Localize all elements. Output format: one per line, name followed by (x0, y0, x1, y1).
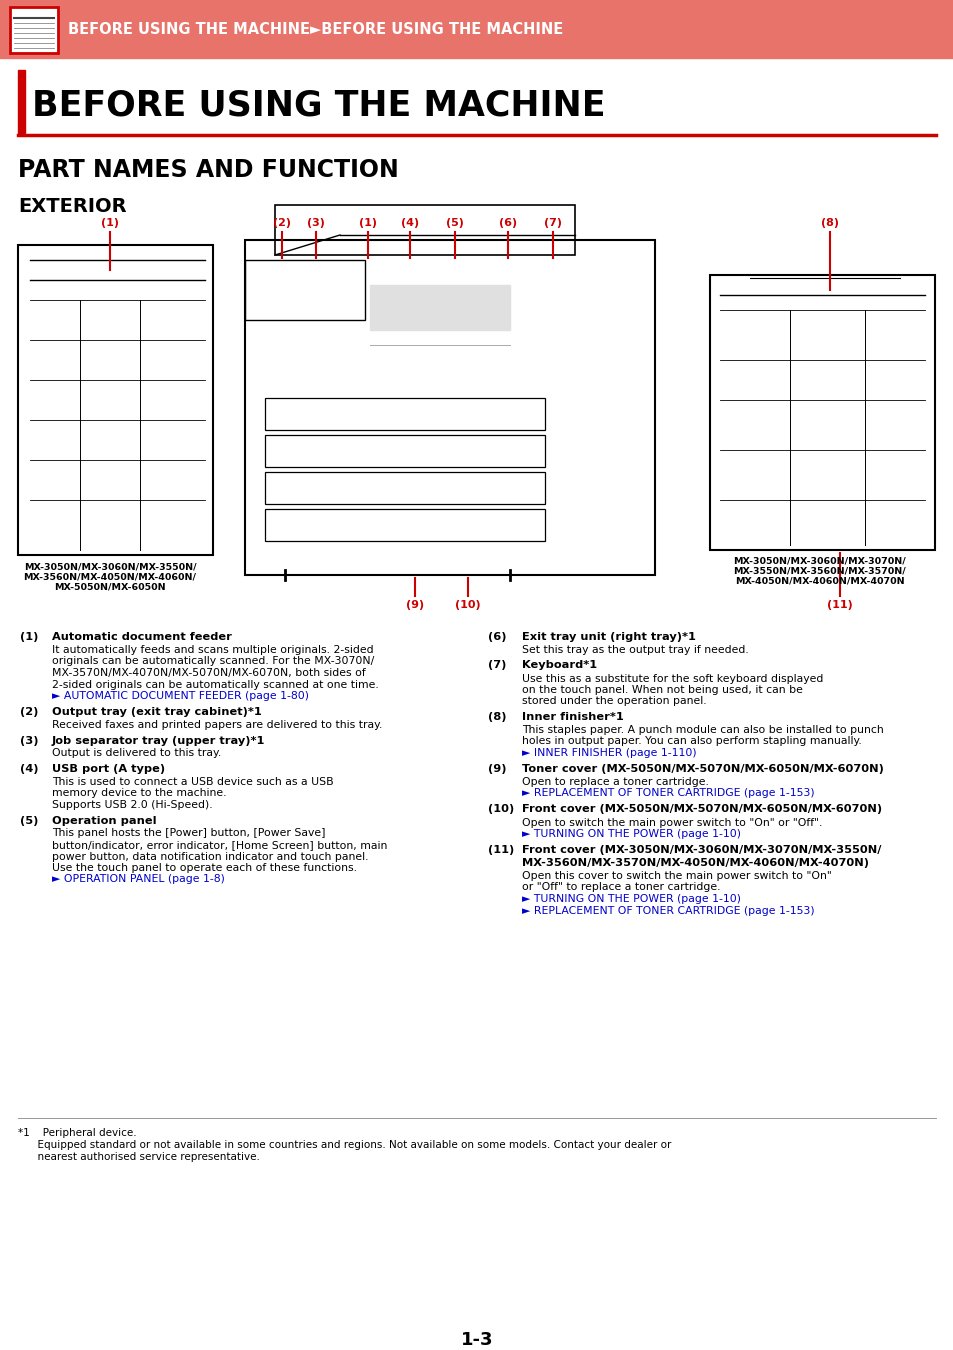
Text: (2): (2) (273, 217, 291, 228)
Text: (10): (10) (455, 599, 480, 610)
Text: (11): (11) (826, 599, 852, 610)
Bar (709, 275, 934, 549)
Bar (0, 0, 953, 58)
Text: Output is delivered to this tray.: Output is delivered to this tray. (52, 748, 221, 759)
Text: Use this as a substitute for the soft keyboard displayed: Use this as a substitute for the soft ke… (521, 674, 822, 683)
Text: PART NAMES AND FUNCTION: PART NAMES AND FUNCTION (18, 158, 398, 182)
Text: Automatic document feeder: Automatic document feeder (52, 632, 232, 643)
Text: MX-3050N/MX-3060N/MX-3070N/
MX-3550N/MX-3560N/MX-3570N/
MX-4050N/MX-4060N/MX-407: MX-3050N/MX-3060N/MX-3070N/ MX-3550N/MX-… (733, 556, 905, 586)
Text: (9): (9) (488, 764, 506, 774)
Text: button/indicator, error indicator, [Home Screen] button, main: button/indicator, error indicator, [Home… (52, 840, 387, 850)
Text: Open to replace a toner cartridge.: Open to replace a toner cartridge. (521, 778, 708, 787)
Text: Exit tray unit (right tray)*1: Exit tray unit (right tray)*1 (521, 632, 695, 643)
Text: *1    Peripheral device.: *1 Peripheral device. (18, 1129, 136, 1138)
Text: This panel hosts the [Power] button, [Power Save]: This panel hosts the [Power] button, [Po… (52, 829, 325, 838)
Bar (265, 398, 544, 431)
Text: (6): (6) (488, 632, 506, 643)
Text: stored under the operation panel.: stored under the operation panel. (521, 697, 706, 706)
Text: It automatically feeds and scans multiple originals. 2-sided: It automatically feeds and scans multipl… (52, 645, 374, 655)
Text: (3): (3) (307, 217, 325, 228)
Text: ► TURNING ON THE POWER (page 1-10): ► TURNING ON THE POWER (page 1-10) (521, 894, 740, 904)
Text: originals can be automatically scanned. For the MX-3070N/: originals can be automatically scanned. … (52, 656, 374, 667)
Text: (8): (8) (488, 711, 506, 722)
Text: power button, data notification indicator and touch panel.: power button, data notification indicato… (52, 852, 368, 861)
Bar (265, 435, 544, 467)
Text: memory device to the machine.: memory device to the machine. (52, 788, 226, 798)
Text: (3): (3) (20, 736, 38, 745)
Text: Set this tray as the output tray if needed.: Set this tray as the output tray if need… (521, 645, 748, 655)
Text: EXTERIOR: EXTERIOR (18, 197, 127, 216)
Text: (7): (7) (543, 217, 561, 228)
Text: ► AUTOMATIC DOCUMENT FEEDER (page 1-80): ► AUTOMATIC DOCUMENT FEEDER (page 1-80) (52, 691, 309, 701)
Text: Front cover (MX-5050N/MX-5070N/MX-6050N/MX-6070N): Front cover (MX-5050N/MX-5070N/MX-6050N/… (521, 805, 882, 814)
Bar (245, 240, 655, 575)
Text: Equipped standard or not available in some countries and regions. Not available : Equipped standard or not available in so… (18, 1139, 671, 1150)
Bar (265, 509, 544, 541)
Text: ► TURNING ON THE POWER (page 1-10): ► TURNING ON THE POWER (page 1-10) (521, 829, 740, 838)
Text: ► REPLACEMENT OF TONER CARTRIDGE (page 1-153): ► REPLACEMENT OF TONER CARTRIDGE (page 1… (521, 788, 814, 798)
Text: (7): (7) (488, 660, 506, 671)
Text: MX-3050N/MX-3060N/MX-3550N/
MX-3560N/MX-4050N/MX-4060N/
MX-5050N/MX-6050N: MX-3050N/MX-3060N/MX-3550N/ MX-3560N/MX-… (24, 562, 196, 591)
Text: Keyboard*1: Keyboard*1 (521, 660, 597, 671)
Text: BEFORE USING THE MACHINE: BEFORE USING THE MACHINE (32, 89, 605, 123)
Text: Output tray (exit tray cabinet)*1: Output tray (exit tray cabinet)*1 (52, 707, 261, 717)
Text: Front cover (MX-3050N/MX-3060N/MX-3070N/MX-3550N/: Front cover (MX-3050N/MX-3060N/MX-3070N/… (521, 845, 881, 855)
Text: MX-3560N/MX-3570N/MX-4050N/MX-4060N/MX-4070N): MX-3560N/MX-3570N/MX-4050N/MX-4060N/MX-4… (521, 859, 868, 868)
Text: nearest authorised service representative.: nearest authorised service representativ… (18, 1152, 259, 1162)
Bar (274, 205, 575, 255)
Bar (265, 472, 544, 504)
Text: (1): (1) (20, 632, 38, 643)
Bar (18, 70, 25, 134)
Text: (1): (1) (101, 217, 119, 228)
Text: MX-3570N/MX-4070N/MX-5070N/MX-6070N, both sides of: MX-3570N/MX-4070N/MX-5070N/MX-6070N, bot… (52, 668, 365, 678)
Text: ► OPERATION PANEL (page 1-8): ► OPERATION PANEL (page 1-8) (52, 875, 225, 884)
Text: (4): (4) (20, 764, 38, 774)
Text: This staples paper. A punch module can also be installed to punch: This staples paper. A punch module can a… (521, 725, 882, 734)
Text: (2): (2) (20, 707, 38, 717)
Text: (1): (1) (358, 217, 376, 228)
Text: Open to switch the main power switch to "On" or "Off".: Open to switch the main power switch to … (521, 818, 821, 828)
Text: Use the touch panel to operate each of these functions.: Use the touch panel to operate each of t… (52, 863, 356, 873)
Text: Inner finisher*1: Inner finisher*1 (521, 711, 623, 722)
Text: ► INNER FINISHER (page 1-110): ► INNER FINISHER (page 1-110) (521, 748, 696, 757)
Text: (5): (5) (20, 815, 38, 825)
Text: (8): (8) (821, 217, 838, 228)
Text: (10): (10) (488, 805, 514, 814)
Text: This is used to connect a USB device such as a USB: This is used to connect a USB device suc… (52, 778, 334, 787)
Text: Supports USB 2.0 (Hi-Speed).: Supports USB 2.0 (Hi-Speed). (52, 801, 213, 810)
Text: or "Off" to replace a toner cartridge.: or "Off" to replace a toner cartridge. (521, 883, 720, 892)
Text: Job separator tray (upper tray)*1: Job separator tray (upper tray)*1 (52, 736, 265, 745)
Text: ► REPLACEMENT OF TONER CARTRIDGE (page 1-153): ► REPLACEMENT OF TONER CARTRIDGE (page 1… (521, 906, 814, 917)
Text: on the touch panel. When not being used, it can be: on the touch panel. When not being used,… (521, 684, 802, 695)
Bar (245, 261, 365, 320)
Text: (11): (11) (488, 845, 514, 855)
Text: Toner cover (MX-5050N/MX-5070N/MX-6050N/MX-6070N): Toner cover (MX-5050N/MX-5070N/MX-6050N/… (521, 764, 882, 774)
Bar (18, 244, 213, 555)
Bar (370, 285, 510, 329)
Text: 1-3: 1-3 (460, 1331, 493, 1349)
Text: Received faxes and printed papers are delivered to this tray.: Received faxes and printed papers are de… (52, 720, 382, 730)
Text: USB port (A type): USB port (A type) (52, 764, 165, 774)
Text: Operation panel: Operation panel (52, 815, 156, 825)
Text: (6): (6) (498, 217, 517, 228)
Text: BEFORE USING THE MACHINE►BEFORE USING THE MACHINE: BEFORE USING THE MACHINE►BEFORE USING TH… (68, 22, 562, 36)
Text: holes in output paper. You can also perform stapling manually.: holes in output paper. You can also perf… (521, 737, 861, 747)
Text: Open this cover to switch the main power switch to "On": Open this cover to switch the main power… (521, 871, 831, 882)
Bar (10, 7, 58, 53)
Text: (9): (9) (406, 599, 424, 610)
Text: 2-sided originals can be automatically scanned at one time.: 2-sided originals can be automatically s… (52, 679, 378, 690)
Bar (10, 7, 58, 53)
Text: (4): (4) (400, 217, 418, 228)
Text: (5): (5) (446, 217, 463, 228)
